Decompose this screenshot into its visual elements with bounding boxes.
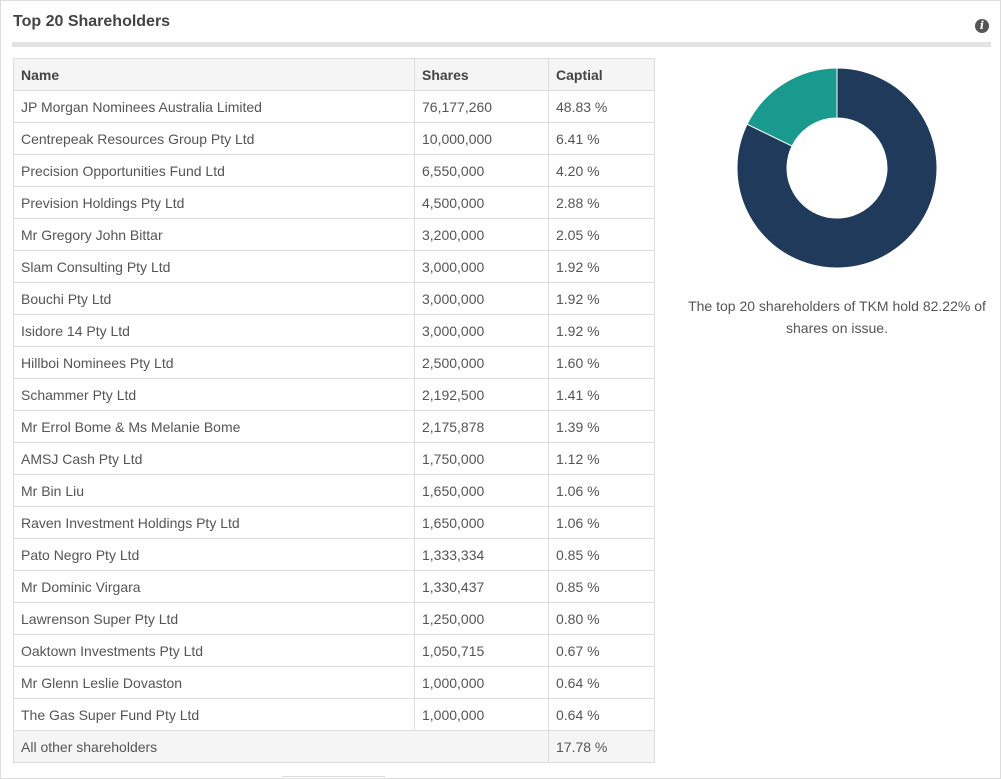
cell-shares: 1,000,000 — [414, 698, 549, 731]
table-row: AMSJ Cash Pty Ltd 1,750,000 1.12 % — [13, 442, 655, 475]
cell-capital: 1.06 % — [548, 506, 655, 539]
other-shareholders-row: All other shareholders 17.78 % — [13, 730, 655, 763]
table-row: Pato Negro Pty Ltd 1,333,334 0.85 % — [13, 538, 655, 571]
cell-name: Isidore 14 Pty Ltd — [13, 314, 415, 347]
cell-shares: 1,750,000 — [414, 442, 549, 475]
cell-name: Precision Opportunities Fund Ltd — [13, 154, 415, 187]
cell-capital: 48.83 % — [548, 90, 655, 123]
cell-capital: 1.39 % — [548, 410, 655, 443]
table-row: Mr Glenn Leslie Dovaston 1,000,000 0.64 % — [13, 666, 655, 699]
column-header-capital: Captial — [548, 58, 655, 91]
cell-name: Centrepeak Resources Group Pty Ltd — [13, 122, 415, 155]
cell-capital: 0.80 % — [548, 602, 655, 635]
cell-capital: 1.92 % — [548, 314, 655, 347]
column-header-shares: Shares — [414, 58, 549, 91]
donut-slice-others — [746, 67, 838, 147]
table-row: Isidore 14 Pty Ltd 3,000,000 1.92 % — [13, 314, 655, 347]
table-row: JP Morgan Nominees Australia Limited 76,1… — [13, 90, 655, 123]
bottom-edge-element — [282, 776, 385, 778]
cell-capital: 1.41 % — [548, 378, 655, 411]
table-row: Mr Errol Bome & Ms Melanie Bome 2,175,878… — [13, 410, 655, 443]
cell-name: Hillboi Nominees Pty Ltd — [13, 346, 415, 379]
cell-name: JP Morgan Nominees Australia Limited — [13, 90, 415, 123]
column-header-name: Name — [13, 58, 415, 91]
table-row: Raven Investment Holdings Pty Ltd 1,650,0… — [13, 506, 655, 539]
cell-name: Bouchi Pty Ltd — [13, 282, 415, 315]
cell-name: Prevision Holdings Pty Ltd — [13, 186, 415, 219]
cell-name: Mr Bin Liu — [13, 474, 415, 507]
cell-shares: 76,177,260 — [414, 90, 549, 123]
cell-name: Pato Negro Pty Ltd — [13, 538, 415, 571]
cell-shares: 2,192,500 — [414, 378, 549, 411]
cell-shares: 1,650,000 — [414, 506, 549, 539]
table-row: Mr Dominic Virgara 1,330,437 0.85 % — [13, 570, 655, 603]
cell-capital: 0.67 % — [548, 634, 655, 667]
capital-donut-chart — [736, 67, 938, 269]
table-row: Centrepeak Resources Group Pty Ltd 10,000… — [13, 122, 655, 155]
cell-capital: 1.06 % — [548, 474, 655, 507]
table-row: Slam Consulting Pty Ltd 3,000,000 1.92 % — [13, 250, 655, 283]
cell-shares: 4,500,000 — [414, 186, 549, 219]
cell-shares: 1,333,334 — [414, 538, 549, 571]
summary-caption: The top 20 shareholders of TKM hold 82.2… — [688, 298, 986, 336]
cell-shares: 3,200,000 — [414, 218, 549, 251]
cell-capital: 4.20 % — [548, 154, 655, 187]
cell-shares: 3,000,000 — [414, 314, 549, 347]
cell-name: Mr Glenn Leslie Dovaston — [13, 666, 415, 699]
cell-capital: 1.92 % — [548, 250, 655, 283]
other-shareholders-capital: 17.78 % — [548, 730, 655, 763]
cell-name: Schammer Pty Ltd — [13, 378, 415, 411]
table-row: The Gas Super Fund Pty Ltd 1,000,000 0.64 … — [13, 698, 655, 731]
cell-shares: 1,250,000 — [414, 602, 549, 635]
cell-shares: 1,650,000 — [414, 474, 549, 507]
cell-capital: 1.60 % — [548, 346, 655, 379]
shareholders-table: Name Shares Captial JP Morgan Nominees A… — [13, 58, 655, 763]
cell-capital: 2.88 % — [548, 186, 655, 219]
cell-capital: 2.05 % — [548, 218, 655, 251]
cell-capital: 0.64 % — [548, 698, 655, 731]
cell-capital: 0.85 % — [548, 570, 655, 603]
table-row: Precision Opportunities Fund Ltd 6,550,00… — [13, 154, 655, 187]
cell-capital: 1.92 % — [548, 282, 655, 315]
cell-shares: 10,000,000 — [414, 122, 549, 155]
info-icon[interactable]: i — [975, 19, 989, 33]
cell-name: Lawrenson Super Pty Ltd — [13, 602, 415, 635]
cell-shares: 1,000,000 — [414, 666, 549, 699]
panel-title: Top 20 Shareholders — [13, 13, 171, 30]
cell-capital: 0.85 % — [548, 538, 655, 571]
cell-shares: 2,500,000 — [414, 346, 549, 379]
cell-name: The Gas Super Fund Pty Ltd — [13, 698, 415, 731]
table-row: Mr Gregory John Bittar 3,200,000 2.05 % — [13, 218, 655, 251]
cell-name: Mr Errol Bome & Ms Melanie Bome — [13, 410, 415, 443]
cell-name: Slam Consulting Pty Ltd — [13, 250, 415, 283]
table-row: Schammer Pty Ltd 2,192,500 1.41 % — [13, 378, 655, 411]
donut-slice-top20 — [736, 67, 938, 269]
cell-name: Oaktown Investments Pty Ltd — [13, 634, 415, 667]
title-divider — [12, 42, 991, 47]
table-row: Mr Bin Liu 1,650,000 1.06 % — [13, 474, 655, 507]
table-header-row: Name Shares Captial — [13, 58, 655, 91]
cell-shares: 1,050,715 — [414, 634, 549, 667]
cell-shares: 3,000,000 — [414, 250, 549, 283]
cell-name: AMSJ Cash Pty Ltd — [13, 442, 415, 475]
table-row: Bouchi Pty Ltd 3,000,000 1.92 % — [13, 282, 655, 315]
table-row: Hillboi Nominees Pty Ltd 2,500,000 1.60 % — [13, 346, 655, 379]
other-shareholders-label: All other shareholders — [13, 730, 549, 763]
cell-shares: 3,000,000 — [414, 282, 549, 315]
cell-name: Mr Dominic Virgara — [13, 570, 415, 603]
cell-name: Raven Investment Holdings Pty Ltd — [13, 506, 415, 539]
cell-capital: 6.41 % — [548, 122, 655, 155]
table-row: Prevision Holdings Pty Ltd 4,500,000 2.88 … — [13, 186, 655, 219]
cell-shares: 6,550,000 — [414, 154, 549, 187]
cell-capital: 0.64 % — [548, 666, 655, 699]
cell-name: Mr Gregory John Bittar — [13, 218, 415, 251]
cell-shares: 2,175,878 — [414, 410, 549, 443]
cell-capital: 1.12 % — [548, 442, 655, 475]
table-row: Oaktown Investments Pty Ltd 1,050,715 0.67… — [13, 634, 655, 667]
cell-shares: 1,330,437 — [414, 570, 549, 603]
table-row: Lawrenson Super Pty Ltd 1,250,000 0.80 % — [13, 602, 655, 635]
